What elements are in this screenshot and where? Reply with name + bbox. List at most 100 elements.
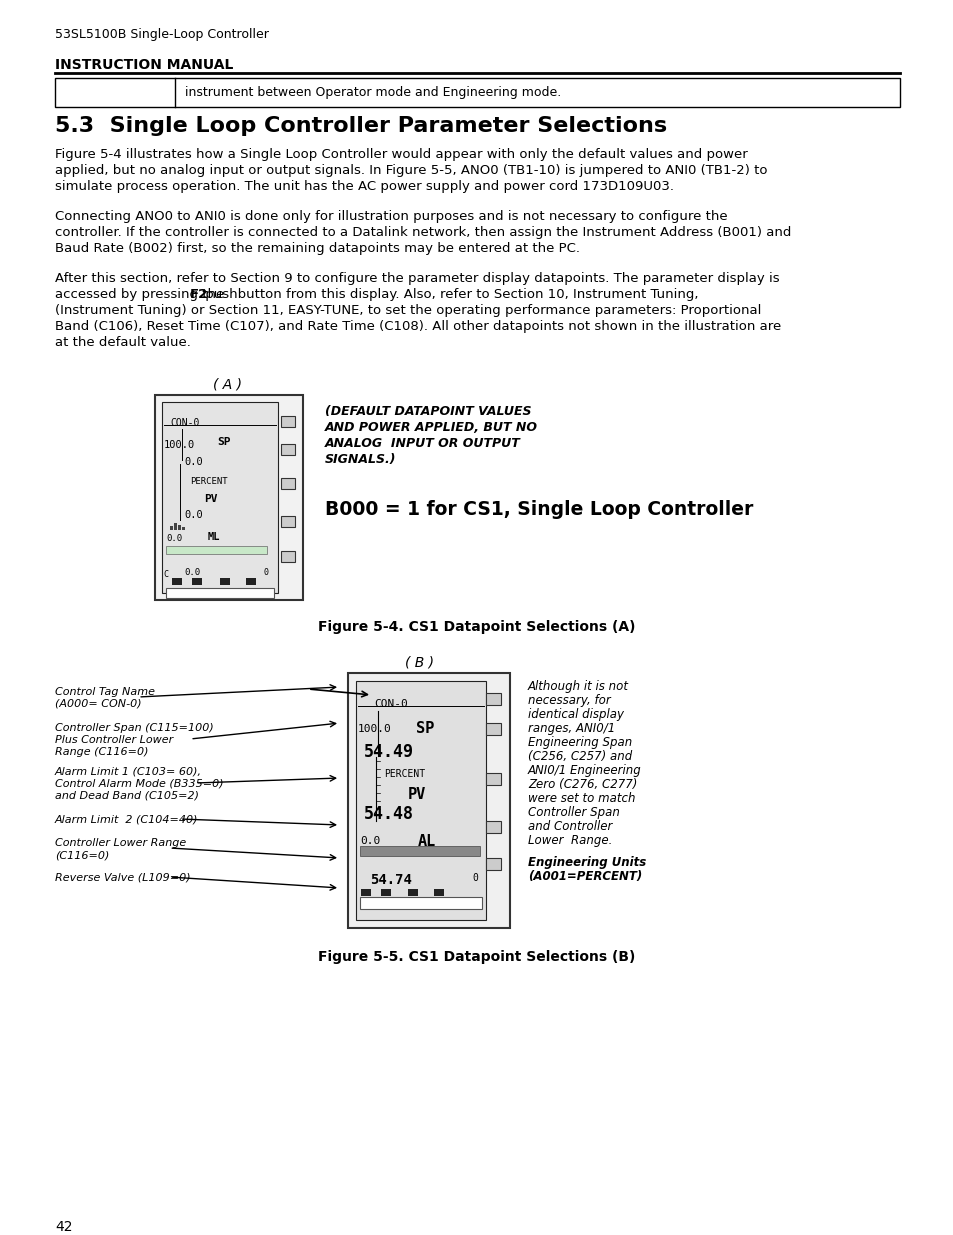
Text: Alarm Limit  2 (C104=40): Alarm Limit 2 (C104=40)	[55, 815, 198, 825]
Text: Controller Lower Range: Controller Lower Range	[55, 839, 186, 848]
Text: and Controller: and Controller	[527, 820, 612, 832]
Text: Controller Span: Controller Span	[527, 806, 619, 819]
Text: PERCENT: PERCENT	[190, 477, 228, 487]
Bar	[281, 516, 294, 527]
Bar	[281, 445, 294, 454]
Text: (C256, C257) and: (C256, C257) and	[527, 750, 632, 763]
Text: instrument between Operator mode and Engineering mode.: instrument between Operator mode and Eng…	[185, 86, 560, 99]
Bar	[485, 773, 500, 785]
Text: 0: 0	[472, 873, 477, 883]
Text: SP: SP	[216, 437, 231, 447]
Text: necessary, for: necessary, for	[527, 694, 610, 706]
Text: 53SL5100B Single-Loop Controller: 53SL5100B Single-Loop Controller	[55, 28, 269, 41]
Text: Alarm Limit 1 (C103= 60),: Alarm Limit 1 (C103= 60),	[55, 767, 202, 777]
Text: SP: SP	[416, 721, 434, 736]
Bar	[281, 478, 294, 489]
Text: ( A ): ( A )	[213, 377, 242, 391]
Text: 0.0: 0.0	[184, 457, 203, 467]
Text: pushbutton from this display. Also, refer to Section 10, Instrument Tuning,: pushbutton from this display. Also, refe…	[201, 288, 698, 301]
Text: ( B ): ( B )	[405, 655, 434, 669]
Text: Range (C116=0): Range (C116=0)	[55, 747, 149, 757]
Text: 42: 42	[55, 1220, 72, 1234]
Bar	[173, 522, 177, 530]
Text: Zero (C276, C277): Zero (C276, C277)	[527, 778, 637, 790]
Text: Connecting ANO0 to ANI0 is done only for illustration purposes and is not necess: Connecting ANO0 to ANI0 is done only for…	[55, 210, 727, 224]
Text: Plus Controller Lower: Plus Controller Lower	[55, 735, 173, 745]
Text: 54.48: 54.48	[364, 805, 414, 823]
Bar	[485, 821, 500, 832]
Text: Figure 5-4 illustrates how a Single Loop Controller would appear with only the d: Figure 5-4 illustrates how a Single Loop…	[55, 148, 747, 161]
Text: ranges, ANI0/1: ranges, ANI0/1	[527, 722, 615, 735]
Text: B000 = 1 for CS1, Single Loop Controller: B000 = 1 for CS1, Single Loop Controller	[325, 500, 753, 519]
Text: (C116=0): (C116=0)	[55, 850, 110, 860]
Bar	[355, 680, 485, 920]
Text: accessed by pressing the: accessed by pressing the	[55, 288, 229, 301]
Text: ANALOG  INPUT OR OUTPUT: ANALOG INPUT OR OUTPUT	[325, 437, 520, 450]
Text: (DEFAULT DATAPOINT VALUES: (DEFAULT DATAPOINT VALUES	[325, 405, 531, 417]
Text: applied, but no analog input or output signals. In Figure 5-5, ANO0 (TB1-10) is : applied, but no analog input or output s…	[55, 164, 767, 177]
Text: SIGNALS.): SIGNALS.)	[325, 453, 396, 466]
Text: and Dead Band (C105=2): and Dead Band (C105=2)	[55, 790, 199, 802]
Text: controller. If the controller is connected to a Datalink network, then assign th: controller. If the controller is connect…	[55, 226, 791, 240]
Bar	[166, 588, 274, 598]
Bar	[359, 897, 481, 909]
Text: 54.49: 54.49	[364, 743, 414, 761]
Text: Figure 5-5. CS1 Datapoint Selections (B): Figure 5-5. CS1 Datapoint Selections (B)	[318, 950, 635, 965]
Bar	[380, 889, 391, 897]
Bar	[485, 722, 500, 735]
Text: AND POWER APPLIED, BUT NO: AND POWER APPLIED, BUT NO	[325, 421, 537, 433]
Text: at the default value.: at the default value.	[55, 336, 191, 350]
Text: (A001=PERCENT): (A001=PERCENT)	[527, 869, 641, 883]
Bar	[178, 525, 181, 530]
Bar	[162, 403, 277, 593]
Text: Baud Rate (B002) first, so the remaining datapoints may be entered at the PC.: Baud Rate (B002) first, so the remaining…	[55, 242, 579, 254]
Bar	[281, 551, 294, 562]
Bar	[434, 889, 443, 897]
Bar	[172, 578, 182, 585]
Text: Control Alarm Mode (B335=0): Control Alarm Mode (B335=0)	[55, 779, 223, 789]
Text: 0: 0	[264, 568, 269, 577]
Bar	[154, 395, 303, 600]
Text: 0.0: 0.0	[184, 568, 200, 577]
Text: 0.0: 0.0	[359, 836, 380, 846]
Text: (A000= CON-0): (A000= CON-0)	[55, 699, 141, 709]
Text: 54.74: 54.74	[370, 873, 412, 887]
Bar	[360, 889, 371, 897]
Text: Band (C106), Reset Time (C107), and Rate Time (C108). All other datapoints not s: Band (C106), Reset Time (C107), and Rate…	[55, 320, 781, 333]
Bar	[485, 693, 500, 705]
Bar	[359, 846, 479, 856]
Bar	[348, 673, 510, 927]
Bar	[281, 416, 294, 427]
Text: ANI0/1 Engineering: ANI0/1 Engineering	[527, 764, 641, 777]
Text: PV: PV	[204, 494, 217, 504]
Text: PV: PV	[408, 787, 426, 802]
Text: simulate process operation. The unit has the AC power supply and power cord 173D: simulate process operation. The unit has…	[55, 180, 673, 193]
Text: were set to match: were set to match	[527, 792, 635, 805]
Text: 0.0: 0.0	[166, 534, 182, 543]
Bar	[182, 527, 185, 530]
Bar	[220, 578, 230, 585]
Text: PERCENT: PERCENT	[384, 769, 425, 779]
Text: (Instrument Tuning) or Section 11, EASY-TUNE, to set the operating performance p: (Instrument Tuning) or Section 11, EASY-…	[55, 304, 760, 317]
Bar	[408, 889, 417, 897]
Text: Although it is not: Although it is not	[527, 680, 628, 693]
Text: CON-0: CON-0	[374, 699, 407, 709]
Bar	[246, 578, 255, 585]
Text: 100.0: 100.0	[164, 440, 195, 450]
Bar	[192, 578, 202, 585]
Text: CON-0: CON-0	[170, 417, 199, 429]
Bar	[170, 526, 172, 530]
Text: Lower  Range.: Lower Range.	[527, 834, 612, 847]
Text: AL: AL	[417, 834, 436, 848]
Text: 5.3  Single Loop Controller Parameter Selections: 5.3 Single Loop Controller Parameter Sel…	[55, 116, 666, 136]
Text: Engineering Units: Engineering Units	[527, 856, 645, 869]
Text: ML: ML	[208, 532, 220, 542]
Text: Controller Span (C115=100): Controller Span (C115=100)	[55, 722, 213, 734]
Text: C: C	[163, 571, 168, 579]
Text: 0.0: 0.0	[184, 510, 203, 520]
Text: 100.0: 100.0	[357, 724, 392, 734]
Text: identical display: identical display	[527, 708, 623, 721]
Bar	[166, 546, 267, 555]
Bar	[55, 78, 899, 107]
Text: F2: F2	[190, 288, 208, 301]
